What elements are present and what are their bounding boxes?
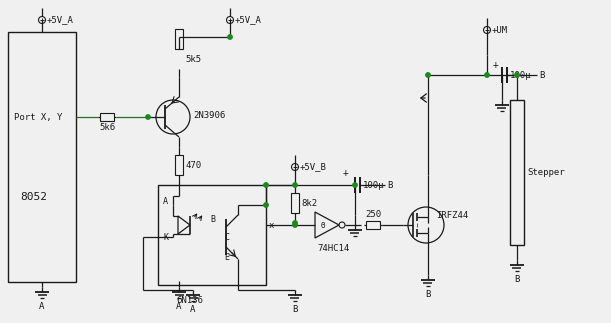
- Circle shape: [293, 223, 297, 227]
- Circle shape: [293, 183, 297, 187]
- Text: +5V_B: +5V_B: [300, 162, 327, 172]
- Text: +5V_A: +5V_A: [235, 16, 262, 25]
- Circle shape: [426, 73, 430, 77]
- Text: x: x: [269, 221, 274, 230]
- Text: IRFZ44: IRFZ44: [436, 211, 468, 220]
- Bar: [510, 100, 524, 245]
- Bar: [158, 185, 266, 285]
- Text: 100μ: 100μ: [510, 70, 532, 79]
- Text: B: B: [387, 181, 392, 190]
- Bar: [175, 155, 183, 175]
- Text: A: A: [163, 196, 168, 205]
- Text: 5k6: 5k6: [99, 123, 115, 132]
- Text: +: +: [493, 60, 499, 70]
- Circle shape: [353, 183, 357, 187]
- Circle shape: [293, 221, 297, 225]
- Text: Stepper: Stepper: [527, 168, 565, 176]
- Text: 100μ: 100μ: [363, 181, 384, 190]
- Text: 250: 250: [365, 210, 381, 219]
- Circle shape: [264, 203, 268, 207]
- Bar: [366, 221, 380, 229]
- Bar: [175, 29, 183, 49]
- Text: 470: 470: [185, 161, 201, 170]
- Circle shape: [515, 73, 519, 77]
- Bar: [8, 32, 76, 282]
- Text: B: B: [292, 305, 298, 314]
- Text: Θ: Θ: [321, 222, 325, 231]
- Text: B: B: [514, 275, 520, 284]
- Circle shape: [228, 35, 232, 39]
- Text: +: +: [343, 168, 349, 178]
- Text: 74HC14: 74HC14: [317, 244, 349, 253]
- Text: Port X, Y: Port X, Y: [14, 112, 62, 121]
- Text: 8052: 8052: [20, 192, 47, 202]
- Text: 5k5: 5k5: [185, 55, 201, 64]
- Text: B: B: [539, 70, 544, 79]
- Text: 2N3906: 2N3906: [193, 110, 225, 120]
- Text: +5V_A: +5V_A: [47, 16, 74, 25]
- Text: C: C: [224, 233, 229, 242]
- Text: 6N136: 6N136: [176, 296, 203, 305]
- Text: A: A: [39, 302, 45, 311]
- Text: B: B: [210, 214, 215, 224]
- Circle shape: [264, 183, 268, 187]
- Text: E: E: [224, 253, 229, 262]
- Text: A: A: [177, 302, 181, 311]
- Text: K: K: [163, 233, 168, 242]
- Text: A: A: [190, 305, 196, 314]
- Circle shape: [146, 115, 150, 119]
- Bar: [291, 193, 299, 213]
- Text: 8k2: 8k2: [301, 199, 317, 207]
- Bar: [100, 113, 114, 121]
- Text: +UM: +UM: [492, 26, 508, 35]
- Text: B: B: [425, 290, 431, 299]
- Circle shape: [485, 73, 489, 77]
